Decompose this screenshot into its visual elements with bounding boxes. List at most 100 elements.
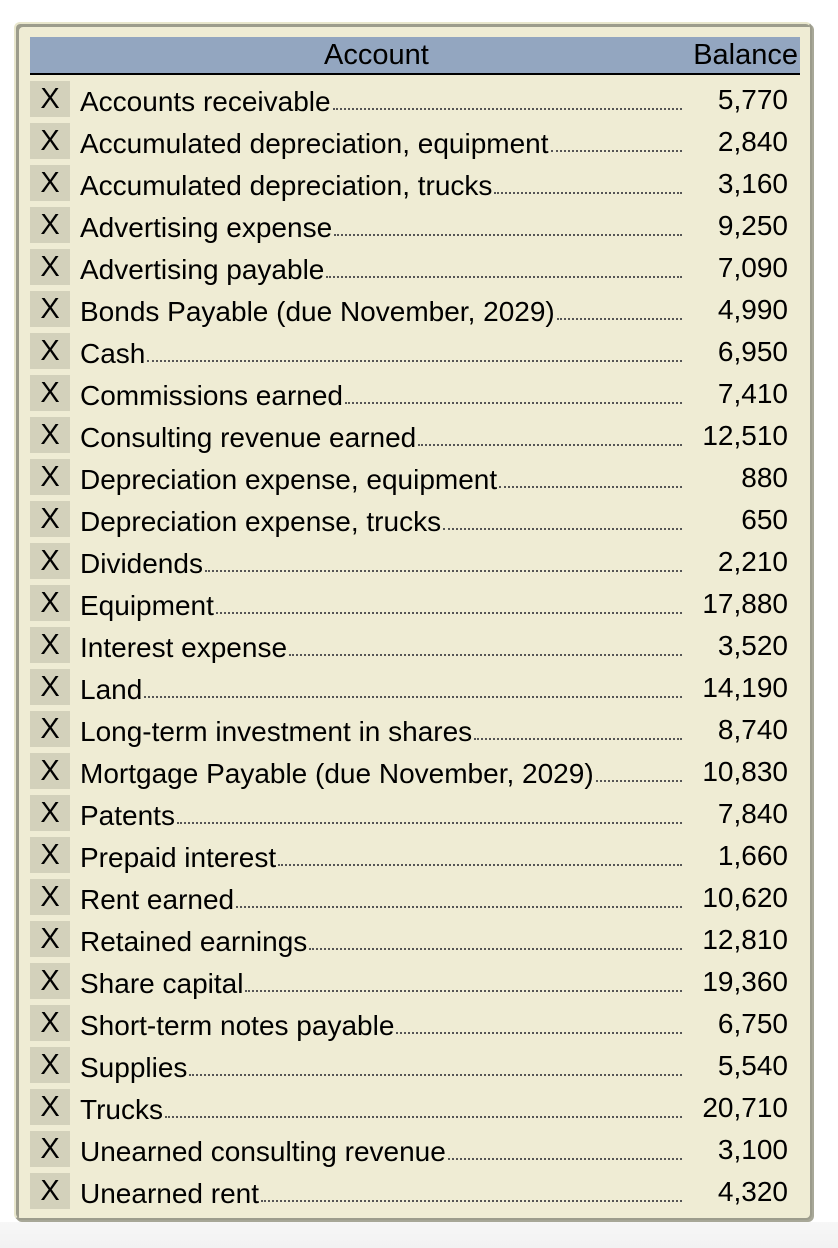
account-name: Advertising expense [80, 205, 682, 247]
account-name: Accumulated depreciation, equipment [80, 121, 682, 163]
account-label: Retained earnings [80, 926, 308, 957]
account-balance: 2,840 [717, 126, 788, 157]
dotted-leader [418, 444, 682, 446]
account-balance: 10,620 [702, 882, 788, 913]
remove-row-button[interactable]: X [30, 333, 70, 369]
account-name: Patents [80, 793, 682, 835]
account-name: Depreciation expense, equipment [80, 457, 682, 499]
account-name: Advertising payable [80, 247, 682, 289]
remove-row-button[interactable]: X [30, 165, 70, 201]
account-balance: 2,210 [717, 546, 788, 577]
account-name: Bonds Payable (due November, 2029) [80, 289, 682, 331]
dotted-leader [164, 1116, 682, 1118]
remove-row-button[interactable]: X [30, 1131, 70, 1167]
dotted-leader [443, 528, 682, 530]
table-row: X Accumulated depreciation, equipment 2,84… [30, 121, 800, 163]
account-name: Land [80, 667, 682, 709]
header-account: Account [324, 39, 429, 71]
dotted-leader [474, 738, 682, 740]
remove-row-button[interactable]: X [30, 585, 70, 621]
account-balance: 4,320 [717, 1176, 788, 1207]
account-name: Depreciation expense, trucks [80, 499, 682, 541]
account-label: Unearned consulting revenue [80, 1136, 446, 1167]
table-row: X Accumulated depreciation, trucks 3,160 [30, 163, 800, 205]
remove-row-button[interactable]: X [30, 291, 70, 327]
table-row: X Advertising payable 7,090 [30, 247, 800, 289]
account-balance: 5,770 [717, 84, 788, 115]
account-name: Unearned consulting revenue [80, 1129, 682, 1171]
remove-row-button[interactable]: X [30, 795, 70, 831]
remove-row-button[interactable]: X [30, 459, 70, 495]
table-row: X Interest expense 3,520 [30, 625, 800, 667]
account-name: Rent earned [80, 877, 682, 919]
account-name: Supplies [80, 1045, 682, 1087]
dotted-leader [494, 192, 682, 194]
account-balance: 14,190 [702, 672, 788, 703]
account-balance: 17,880 [702, 588, 788, 619]
account-balance: 9,250 [717, 210, 788, 241]
accounts-panel [14, 22, 812, 1220]
remove-row-button[interactable]: X [30, 1047, 70, 1083]
remove-row-button[interactable]: X [30, 963, 70, 999]
remove-row-button[interactable]: X [30, 1173, 70, 1209]
table-row: X Depreciation expense, trucks 650 [30, 499, 800, 541]
remove-row-button[interactable]: X [30, 1089, 70, 1125]
account-label: Long-term investment in shares [80, 716, 473, 747]
table-row: X Bonds Payable (due November, 2029) 4,990 [30, 289, 800, 331]
dotted-leader [176, 822, 682, 824]
table-row: X Commissions earned 7,410 [30, 373, 800, 415]
dotted-leader [204, 570, 682, 572]
remove-row-button[interactable]: X [30, 501, 70, 537]
remove-row-button[interactable]: X [30, 627, 70, 663]
dotted-leader [595, 780, 682, 782]
table-row: X Trucks 20,710 [30, 1087, 800, 1129]
account-label: Patents [80, 800, 175, 831]
dotted-leader [447, 1158, 682, 1160]
account-label: Depreciation expense, equipment [80, 464, 498, 495]
dotted-leader [556, 318, 682, 320]
table-row: X Land 14,190 [30, 667, 800, 709]
account-name: Trucks [80, 1087, 682, 1129]
account-name: Commissions earned [80, 373, 682, 415]
account-balance: 7,090 [717, 252, 788, 283]
dotted-leader [289, 654, 682, 656]
remove-row-button[interactable]: X [30, 669, 70, 705]
account-label: Land [80, 674, 143, 705]
account-label: Equipment [80, 590, 214, 621]
remove-row-button[interactable]: X [30, 753, 70, 789]
table-row: X Mortgage Payable (due November, 2029) 10… [30, 751, 800, 793]
remove-row-button[interactable]: X [30, 207, 70, 243]
account-balance: 6,950 [717, 336, 788, 367]
remove-row-button[interactable]: X [30, 837, 70, 873]
account-balance: 12,810 [702, 924, 788, 955]
account-label: Commissions earned [80, 380, 343, 411]
table-row: X Share capital 19,360 [30, 961, 800, 1003]
remove-row-button[interactable]: X [30, 543, 70, 579]
remove-row-button[interactable]: X [30, 921, 70, 957]
table-row: X Consulting revenue earned 12,510 [30, 415, 800, 457]
remove-row-button[interactable]: X [30, 711, 70, 747]
table-row: X Patents 7,840 [30, 793, 800, 835]
table-row: X Rent earned 10,620 [30, 877, 800, 919]
remove-row-button[interactable]: X [30, 375, 70, 411]
remove-row-button[interactable]: X [30, 81, 70, 117]
remove-row-button[interactable]: X [30, 123, 70, 159]
account-label: Unearned rent [80, 1178, 260, 1209]
remove-row-button[interactable]: X [30, 1005, 70, 1041]
account-label: Accumulated depreciation, trucks [80, 170, 493, 201]
account-name: Long-term investment in shares [80, 709, 682, 751]
remove-row-button[interactable]: X [30, 417, 70, 453]
dotted-leader [345, 402, 682, 404]
dotted-leader [147, 360, 682, 362]
dotted-leader [332, 108, 682, 110]
remove-row-button[interactable]: X [30, 879, 70, 915]
dotted-leader [189, 1074, 682, 1076]
table-header: Account Balance [30, 37, 800, 75]
dotted-leader [278, 864, 682, 866]
table-row: X Unearned rent 4,320 [30, 1171, 800, 1213]
account-name: Accumulated depreciation, trucks [80, 163, 682, 205]
account-balance: 1,660 [717, 840, 788, 871]
remove-row-button[interactable]: X [30, 249, 70, 285]
account-label: Prepaid interest [80, 842, 277, 873]
dotted-leader [326, 276, 682, 278]
